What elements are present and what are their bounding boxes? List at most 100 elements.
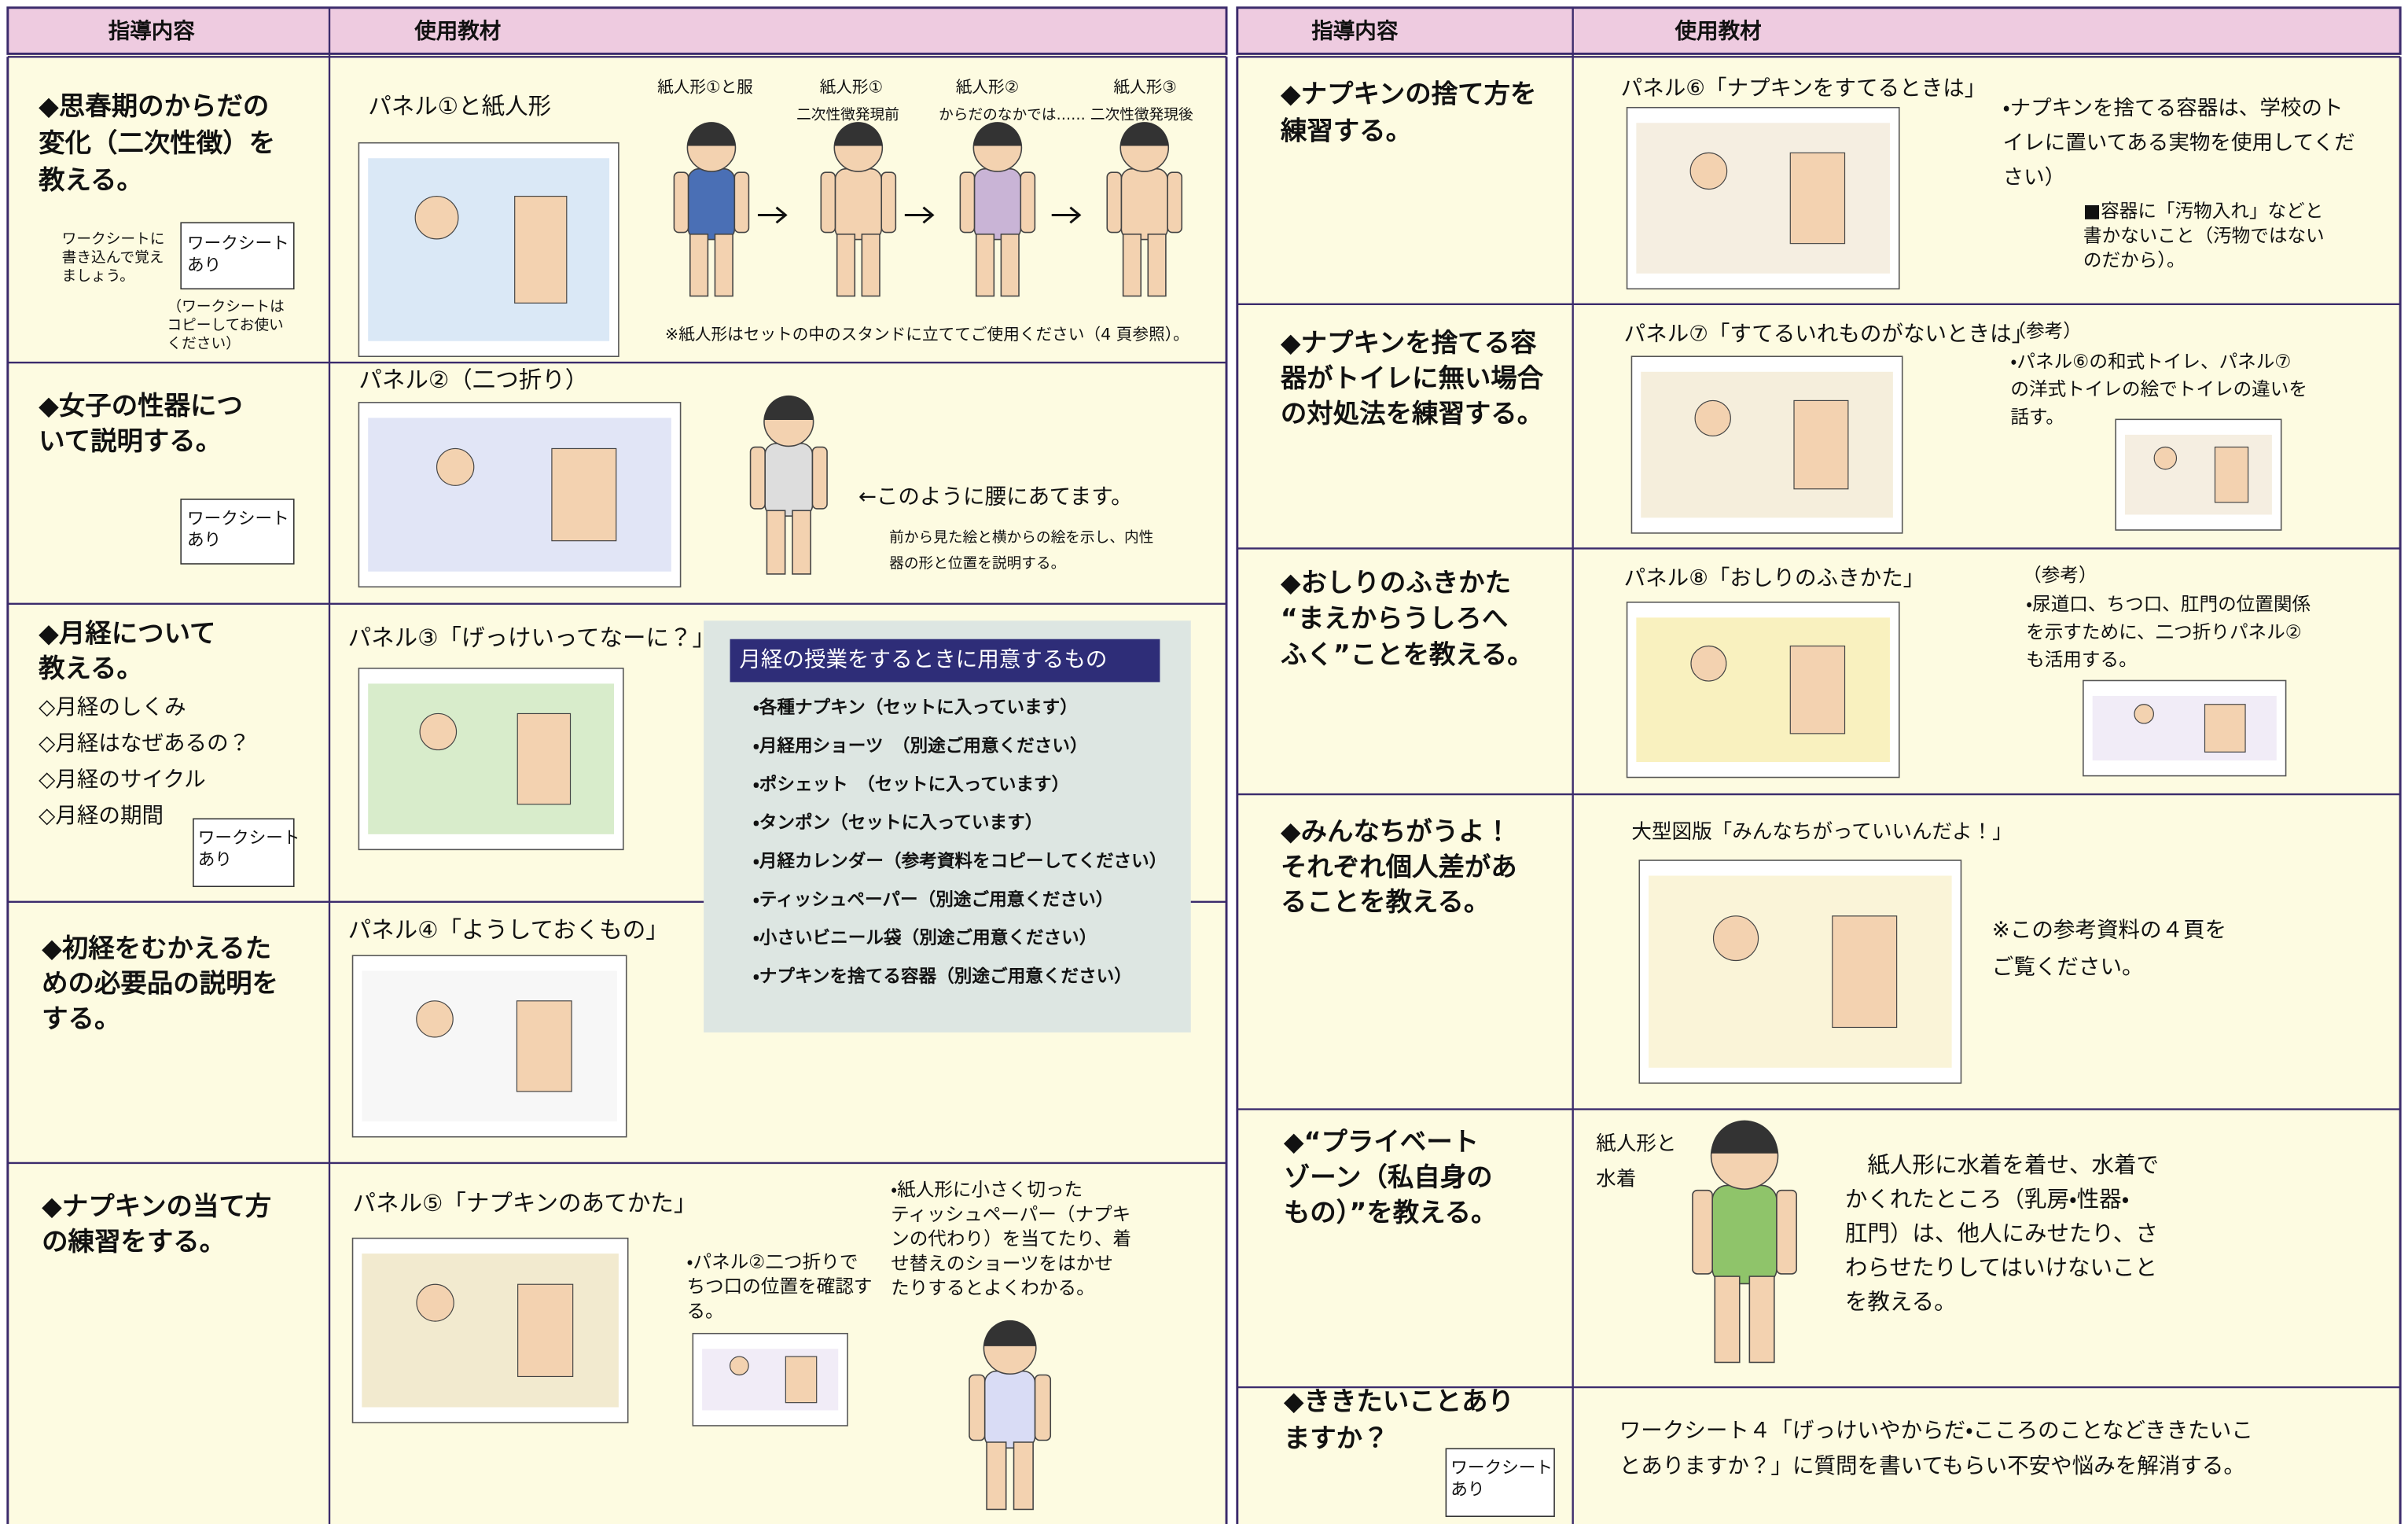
topic: ゾーン（私自身の [1284, 1161, 1493, 1192]
header-label: 使用教材 [414, 19, 501, 44]
paper-doll-hair [834, 122, 883, 146]
panel-image-figure [1712, 915, 1759, 962]
paper-doll-leg [986, 1441, 1007, 1511]
supplies-box [704, 620, 1191, 1033]
material: パネル⑧「おしりのふきかた」 [1624, 566, 1925, 591]
note: （ワークシートは [167, 299, 284, 315]
material: 大型図版「みんなちがっていいんだよ！」 [1631, 820, 2012, 844]
material: パネル⑦「すてるいれものがないときは」 [1624, 322, 2034, 346]
note: せ替えのショーツをはかせ [891, 1252, 1113, 1274]
header-label: 指導内容 [108, 19, 196, 44]
supply-item: ・各種ナプキン（セットに入っています） [753, 697, 1078, 718]
paper-doll-leg [836, 234, 856, 297]
figure-caption: 二次性徴発現後 [1090, 107, 1193, 123]
topic: 教える。 [38, 653, 143, 683]
supply-item: ・月経カレンダー（参考資料をコピーしてください） [753, 851, 1167, 872]
material: 水着 [1596, 1167, 1636, 1191]
topic: ◆みんなちがうよ！ [1281, 815, 1511, 846]
supply-item: ・タンポン（セットに入っています） [753, 812, 1042, 834]
topic: 教える。 [38, 164, 143, 195]
note: 書き込んで覚え [62, 250, 164, 267]
worksheet-box [193, 818, 295, 888]
paper-doll [973, 167, 1022, 241]
note: の洋式トイレの絵でトイレの違いを [2010, 378, 2307, 400]
topic: の対処法を練習する。 [1281, 398, 1543, 429]
paper-doll-leg [1122, 234, 1142, 297]
topic: ◆“プライベート [1284, 1126, 1479, 1157]
note: ・パネル②二つ折りで [686, 1250, 858, 1272]
panel-image-art [702, 1349, 839, 1411]
worksheet-label: あり [1450, 1480, 1484, 1500]
topic: ◆ナプキンの捨て方を [1281, 79, 1537, 109]
note: 肛門）は、他人にみせたり、さ [1845, 1220, 2158, 1246]
panel-image-figure [419, 712, 458, 751]
panel-image-figure [2134, 704, 2154, 724]
panel-image-figure [1694, 399, 1731, 436]
panel-image-figure [1789, 152, 1846, 245]
supply-item: ・月経用ショーツ （別途ご用意ください） [753, 735, 1088, 756]
worksheet-label: あり [187, 531, 221, 550]
panel-image-art [368, 158, 610, 341]
paper-doll-hair [687, 122, 736, 146]
note: のだから）。 [2083, 249, 2186, 271]
panel-image-figure [2214, 446, 2249, 503]
panel-image-figure [785, 1356, 818, 1404]
right-body [1237, 53, 2401, 1524]
note: ※この参考資料の４頁を [1992, 918, 2226, 942]
topic: ◆女子の性器につ [39, 390, 243, 421]
note: 器の形と位置を説明する。 [889, 556, 1065, 572]
paper-doll-arm [820, 171, 836, 234]
topic: の練習をする。 [42, 1226, 226, 1257]
reference-label: （参考） [2007, 320, 2081, 342]
paper-doll-leg [975, 234, 995, 297]
topic: いて説明する。 [39, 425, 222, 456]
note: 前から見た絵と横からの絵を示し、内性 [889, 529, 1153, 546]
note: ンの代わり）を当てたり、着 [891, 1228, 1131, 1250]
paper-doll-arm [1020, 171, 1036, 234]
panel-image-art [368, 418, 671, 572]
topic: それぞれ個人差があ [1281, 851, 1517, 882]
paper-doll-leg [1147, 234, 1167, 297]
paper-doll-leg [1000, 234, 1020, 297]
material: パネル⑥「ナプキンをすてるときは」 [1621, 76, 1987, 101]
topic: ふく”ことを教える。 [1281, 639, 1534, 670]
panel-image-figure [517, 1283, 574, 1378]
arrow [904, 206, 935, 224]
paper-doll-leg [861, 234, 880, 297]
figure-label: 紙人形①と服 [657, 77, 753, 96]
note: を教える。 [1845, 1289, 1957, 1315]
panel-image-figure [2153, 446, 2178, 470]
topic: 変化（二次性徴）を [39, 127, 275, 158]
note: ください） [167, 336, 240, 352]
topic: めの必要品の説明を [42, 968, 278, 999]
topic: 練習する。 [1281, 116, 1412, 146]
material: パネル③「げっけいってなーに？」 [348, 624, 715, 651]
demo-figure-arm [811, 446, 828, 510]
topic: もの）”を教える。 [1284, 1197, 1498, 1228]
topic: ◆初経をむかえるた [42, 933, 271, 963]
topic: ◆月経について [39, 617, 215, 648]
paper-doll-leg [714, 234, 733, 297]
paper-doll [834, 167, 883, 241]
note: ワークシート４「げっけいやからだ・こころのことなどききたいこ [1619, 1419, 2253, 1443]
material: パネル①と紙人形 [368, 93, 551, 120]
paper-doll-arm [1034, 1374, 1052, 1441]
panel-image-figure [1793, 399, 1849, 490]
worksheet-box [180, 499, 295, 565]
topic: ◆ききたいことあり [1284, 1386, 1514, 1416]
demo-figure-arm [749, 446, 766, 510]
figure-label: 紙人形③ [1113, 77, 1176, 96]
right-header [1236, 6, 2402, 55]
worksheet-label: あり [198, 850, 232, 870]
paper-doll-hair [1711, 1120, 1778, 1154]
paper-doll [1711, 1184, 1778, 1285]
panel-image-figure [516, 1000, 572, 1092]
worksheet-label: あり [187, 256, 221, 275]
paper-doll-hair [983, 1320, 1036, 1346]
paper-doll-arm [969, 1374, 986, 1441]
panel-image-art [368, 683, 614, 834]
callout: ←このように腰にあてます。 [858, 485, 1133, 510]
paper-doll-arm [1776, 1189, 1797, 1275]
note: 書かないこと（汚物ではない [2083, 224, 2325, 246]
